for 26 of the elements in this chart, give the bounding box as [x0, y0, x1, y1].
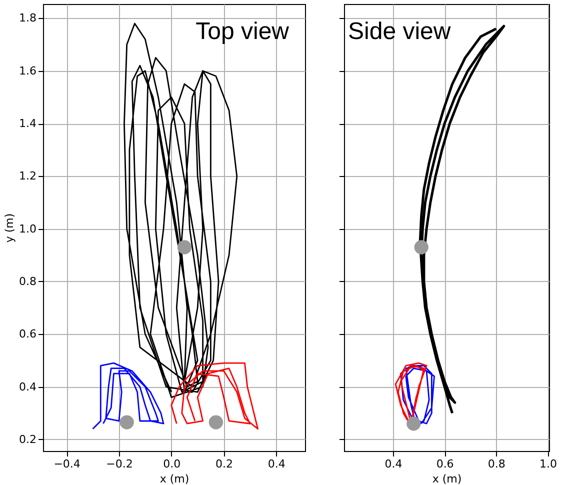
y-tick-label: 0.6: [19, 328, 36, 341]
x-tick-label: 1.0: [539, 458, 557, 470]
x-tick-label: 0.6: [436, 458, 454, 470]
y-tick-label: 1.6: [19, 64, 36, 78]
y-axis-title: y (m): [3, 213, 16, 243]
annotation: Top view: [196, 18, 290, 45]
line-series: [92, 362, 164, 430]
line-series: [124, 22, 238, 398]
annotation: Side view: [348, 18, 452, 45]
x-tick-label: −0.2: [106, 458, 133, 470]
x-tick-label: 0.2: [216, 458, 234, 470]
y-tick-label: 1.4: [19, 117, 36, 130]
x-tick-label: 0.8: [488, 458, 506, 470]
y-tick-label: 0.2: [19, 432, 36, 446]
x-tick-label: 0.0: [163, 458, 181, 470]
y-tick-label: 0.4: [19, 380, 36, 394]
x-axis-title: x (m): [160, 472, 190, 485]
y-tick-label: 1.0: [19, 222, 36, 236]
x-tick-label: 0.4: [384, 458, 402, 470]
y-tick-label: 1.8: [19, 12, 36, 25]
x-axis-title: x (m): [432, 472, 462, 485]
x-tick-label: 0.4: [268, 458, 286, 470]
x-tick-label: −0.4: [54, 458, 80, 470]
y-tick-label: 0.8: [19, 274, 36, 288]
line-series: [170, 362, 259, 430]
y-tick-label: 1.2: [19, 170, 36, 183]
